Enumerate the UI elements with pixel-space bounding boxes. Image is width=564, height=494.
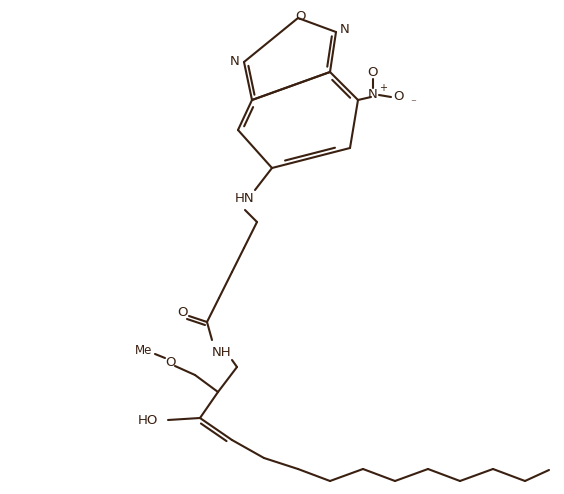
Text: O: O bbox=[394, 90, 404, 104]
Text: N: N bbox=[368, 88, 378, 101]
Text: Me: Me bbox=[135, 343, 153, 357]
Text: NH: NH bbox=[212, 345, 232, 359]
Text: N: N bbox=[340, 24, 350, 37]
Text: O: O bbox=[368, 67, 378, 80]
Text: HN: HN bbox=[235, 192, 255, 205]
Text: N: N bbox=[230, 55, 240, 69]
Text: HO: HO bbox=[138, 413, 158, 426]
Text: O: O bbox=[295, 10, 305, 24]
Text: ⁻: ⁻ bbox=[410, 98, 416, 108]
Text: O: O bbox=[177, 305, 187, 319]
Text: +: + bbox=[379, 83, 387, 93]
Text: O: O bbox=[165, 356, 175, 369]
